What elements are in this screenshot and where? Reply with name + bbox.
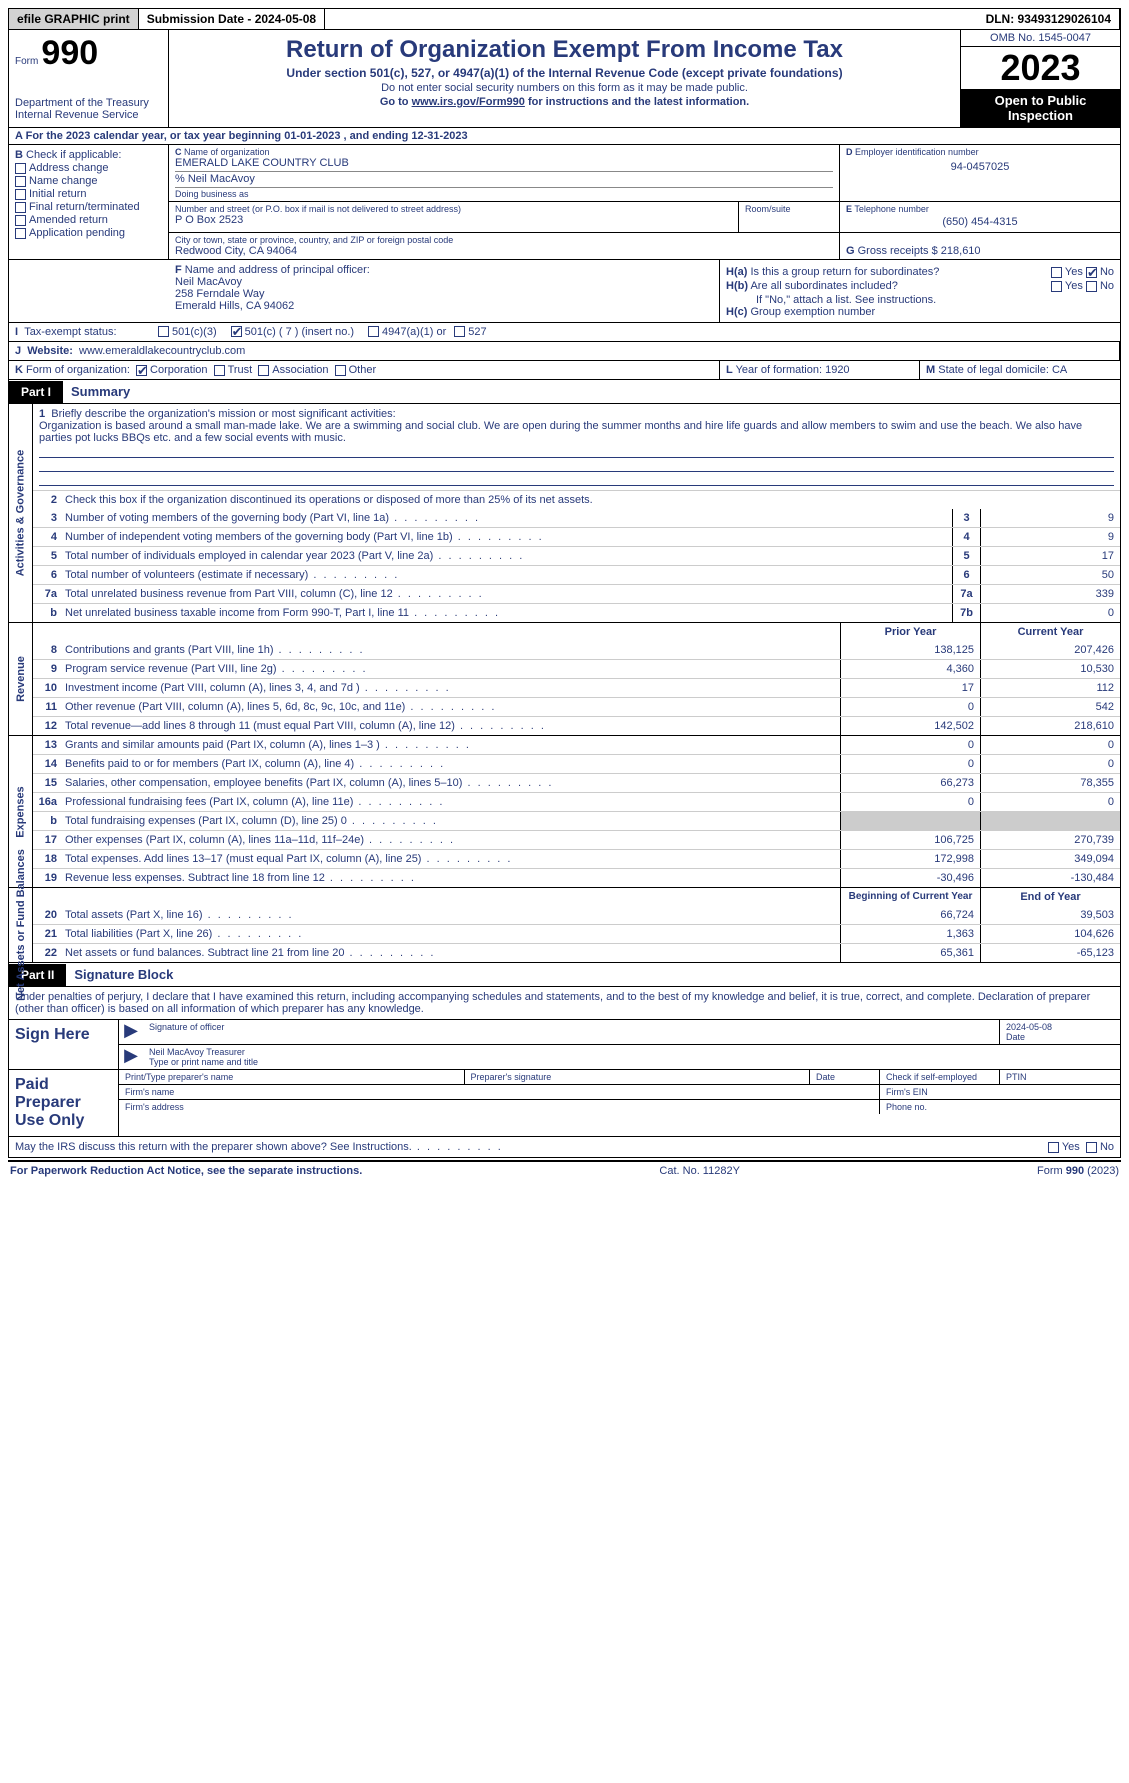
chk-trust[interactable] <box>214 365 225 376</box>
chk-name-change[interactable]: Name change <box>15 175 162 187</box>
irs-link[interactable]: www.irs.gov/Form990 <box>412 96 525 108</box>
hb-no[interactable] <box>1086 281 1097 292</box>
chk-initial-return[interactable]: Initial return <box>15 188 162 200</box>
officer-addr1: 258 Ferndale Way <box>175 288 713 300</box>
website-value: www.emeraldlakecountryclub.com <box>79 345 245 357</box>
year-formation: 1920 <box>825 364 849 376</box>
section-revenue: Revenue Prior Year Current Year 8Contrib… <box>8 623 1121 736</box>
line-13: 13Grants and similar amounts paid (Part … <box>33 736 1120 754</box>
line-10: 10Investment income (Part VIII, column (… <box>33 678 1120 697</box>
discuss-yes[interactable] <box>1048 1142 1059 1153</box>
row-a-tax-year: A For the 2023 calendar year, or tax yea… <box>8 128 1121 145</box>
street-address: P O Box 2523 <box>175 214 732 226</box>
chk-4947[interactable] <box>368 326 379 337</box>
gov-line-b: bNet unrelated business taxable income f… <box>33 603 1120 622</box>
sig-intro: Under penalties of perjury, I declare th… <box>8 987 1121 1020</box>
goto-note: Go to www.irs.gov/Form990 for instructio… <box>175 96 954 108</box>
top-bar: efile GRAPHIC print Submission Date - 20… <box>8 8 1121 30</box>
org-name: EMERALD LAKE COUNTRY CLUB <box>175 157 833 169</box>
chk-other[interactable] <box>335 365 346 376</box>
ssn-note: Do not enter social security numbers on … <box>175 82 954 94</box>
chk-amended-return[interactable]: Amended return <box>15 214 162 226</box>
sign-arrow-icon: ▶ <box>119 1045 143 1069</box>
paid-preparer-block: Paid Preparer Use Only Print/Type prepar… <box>8 1070 1121 1137</box>
chk-501c[interactable] <box>231 326 242 337</box>
gov-line-4: 4Number of independent voting members of… <box>33 527 1120 546</box>
section-expenses: Expenses 13Grants and similar amounts pa… <box>8 736 1121 888</box>
row-j: J Website: www.emeraldlakecountryclub.co… <box>8 342 1121 361</box>
chk-address-change[interactable]: Address change <box>15 162 162 174</box>
omb-number: OMB No. 1545-0047 <box>961 30 1120 47</box>
line-22: 22Net assets or fund balances. Subtract … <box>33 943 1120 962</box>
chk-527[interactable] <box>454 326 465 337</box>
gov-line-7a: 7aTotal unrelated business revenue from … <box>33 584 1120 603</box>
hb-yes[interactable] <box>1051 281 1062 292</box>
ein-value: 94-0457025 <box>846 157 1114 177</box>
line-18: 18Total expenses. Add lines 13–17 (must … <box>33 849 1120 868</box>
block-b-to-g: B Check if applicable: Address change Na… <box>8 145 1121 260</box>
section-activities-gov: Activities & Governance 1 Briefly descri… <box>8 404 1121 623</box>
dba-label: Doing business as <box>175 187 833 199</box>
form-header: Form 990 Department of the Treasury Inte… <box>8 30 1121 128</box>
section-net-assets: Net Assets or Fund Balances Beginning of… <box>8 888 1121 963</box>
gross-receipts: 218,610 <box>941 245 981 257</box>
line-15: 15Salaries, other compensation, employee… <box>33 773 1120 792</box>
dln-label: DLN: 93493129026104 <box>978 9 1120 29</box>
mission-text: Organization is based around a small man… <box>39 420 1082 444</box>
chk-assoc[interactable] <box>258 365 269 376</box>
care-of: % Neil MacAvoy <box>175 171 833 185</box>
chk-501c3[interactable] <box>158 326 169 337</box>
form-subtitle: Under section 501(c), 527, or 4947(a)(1)… <box>175 66 954 80</box>
line-17: 17Other expenses (Part IX, column (A), l… <box>33 830 1120 849</box>
efile-print-button[interactable]: efile GRAPHIC print <box>9 9 139 29</box>
part1-header: Part I Summary <box>8 380 1121 404</box>
phone-value: (650) 454-4315 <box>846 214 1114 230</box>
line-14: 14Benefits paid to or for members (Part … <box>33 754 1120 773</box>
irs-discuss-row: May the IRS discuss this return with the… <box>8 1137 1121 1158</box>
form-number: 990 <box>41 34 98 72</box>
sign-arrow-icon: ▶ <box>119 1020 143 1044</box>
submission-date: Submission Date - 2024-05-08 <box>139 9 325 29</box>
line-21: 21Total liabilities (Part X, line 26)1,3… <box>33 924 1120 943</box>
dept-treasury: Department of the Treasury Internal Reve… <box>15 97 162 121</box>
state-domicile: CA <box>1052 364 1067 376</box>
line-16a: 16aProfessional fundraising fees (Part I… <box>33 792 1120 811</box>
officer-addr2: Emerald Hills, CA 94062 <box>175 300 713 312</box>
line-19: 19Revenue less expenses. Subtract line 1… <box>33 868 1120 887</box>
form-title: Return of Organization Exempt From Incom… <box>175 36 954 64</box>
discuss-no[interactable] <box>1086 1142 1097 1153</box>
officer-name: Neil MacAvoy <box>175 276 713 288</box>
form-footer: Form 990 (2023) <box>1037 1165 1119 1177</box>
row-k-l-m: K Form of organization: Corporation Trus… <box>8 361 1121 380</box>
gov-line-6: 6Total number of volunteers (estimate if… <box>33 565 1120 584</box>
line-11: 11Other revenue (Part VIII, column (A), … <box>33 697 1120 716</box>
line-9: 9Program service revenue (Part VIII, lin… <box>33 659 1120 678</box>
chk-application-pending[interactable]: Application pending <box>15 227 162 239</box>
chk-final-return[interactable]: Final return/terminated <box>15 201 162 213</box>
block-f-h-i: F Name and address of principal officer:… <box>8 260 1121 323</box>
open-to-public: Open to Public Inspection <box>961 89 1120 127</box>
line-12: 12Total revenue—add lines 8 through 11 (… <box>33 716 1120 735</box>
ha-yes[interactable] <box>1051 267 1062 278</box>
gov-line-3: 3Number of voting members of the governi… <box>33 509 1120 527</box>
sign-here-block: Sign Here ▶ Signature of officer 2024-05… <box>8 1020 1121 1070</box>
form-word: Form <box>15 56 38 67</box>
line-8: 8Contributions and grants (Part VIII, li… <box>33 641 1120 659</box>
ha-no[interactable] <box>1086 267 1097 278</box>
city-state-zip: Redwood City, CA 94064 <box>175 245 833 257</box>
part2-header: Part II Signature Block <box>8 963 1121 987</box>
tax-year: 2023 <box>961 47 1120 89</box>
col-b-checkboxes: B Check if applicable: Address change Na… <box>9 145 169 259</box>
gov-line-5: 5Total number of individuals employed in… <box>33 546 1120 565</box>
chk-corp[interactable] <box>136 365 147 376</box>
officer-sig-name: Neil MacAvoy Treasurer <box>149 1047 1114 1057</box>
line-20: 20Total assets (Part X, line 16)66,72439… <box>33 906 1120 924</box>
footer-bottom: For Paperwork Reduction Act Notice, see … <box>8 1160 1121 1180</box>
line-b: bTotal fundraising expenses (Part IX, co… <box>33 811 1120 830</box>
